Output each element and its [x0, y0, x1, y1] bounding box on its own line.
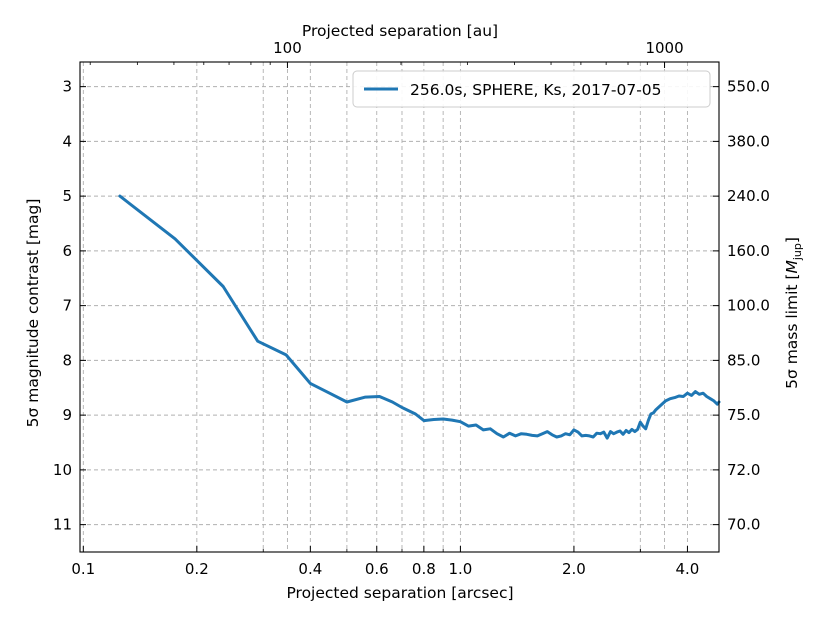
legend: 256.0s, SPHERE, Ks, 2017-07-05: [352, 70, 711, 108]
y-tick-label: 9: [62, 406, 72, 424]
y2-tick-label: 85.0: [727, 351, 760, 369]
x-tick-label: 0.8: [412, 560, 436, 578]
x-tick-label: 0.1: [71, 560, 95, 578]
x-axis-title: Projected separation [arcsec]: [286, 584, 513, 602]
y-tick-label: 5: [62, 187, 72, 205]
x-tick-label: 0.2: [185, 560, 209, 578]
x-tick-label: 0.4: [298, 560, 322, 578]
y2-tick-label: 100.0: [727, 297, 770, 315]
top-tick-label: 1000: [645, 39, 683, 57]
y-tick-label: 10: [53, 461, 72, 479]
y2-tick-label: 240.0: [727, 187, 770, 205]
y-tick-label: 3: [62, 78, 72, 96]
y2-tick-label: 550.0: [727, 78, 770, 96]
x-tick-label: 4.0: [676, 560, 700, 578]
top-tick-label: 100: [273, 39, 302, 57]
y-tick-label: 11: [53, 516, 72, 534]
x-tick-label: 0.6: [365, 560, 389, 578]
tick-labels: 0.1 0.2 0.4 0.6 0.8 1.0 2.0 4.0 100 1000 3 550.0 4 38…: [53, 39, 770, 578]
tick-marks: [80, 62, 719, 552]
top-axis-title: Projected separation [au]: [302, 22, 498, 40]
y-axis-title-text: 5σ magnitude contrast [mag]: [24, 199, 42, 428]
y2-tick-label: 75.0: [727, 406, 760, 424]
plot-frame: [79, 61, 720, 553]
y-tick-label: 6: [62, 242, 72, 260]
y-tick-label: 4: [62, 132, 72, 150]
y2-tick-label: 72.0: [727, 461, 760, 479]
y-tick-label: 8: [62, 351, 72, 369]
y2-tick-label: 160.0: [727, 242, 770, 260]
x-tick-label: 2.0: [562, 560, 586, 578]
series-line: [118, 194, 721, 440]
axes-frame: [79, 61, 720, 553]
series-layer: [118, 194, 721, 440]
y-tick-label: 7: [62, 297, 72, 315]
y-axis-title: 5σ magnitude contrast [mag]: [24, 199, 42, 428]
x-tick-label: 1.0: [448, 560, 472, 578]
legend-label: 256.0s, SPHERE, Ks, 2017-07-05: [410, 81, 662, 99]
y2-tick-label: 380.0: [727, 132, 770, 150]
y2-tick-label: 70.0: [727, 516, 760, 534]
legend-box: [352, 70, 711, 108]
y2-axis-title: 5σ mass limit [Mjup]: [783, 237, 804, 389]
